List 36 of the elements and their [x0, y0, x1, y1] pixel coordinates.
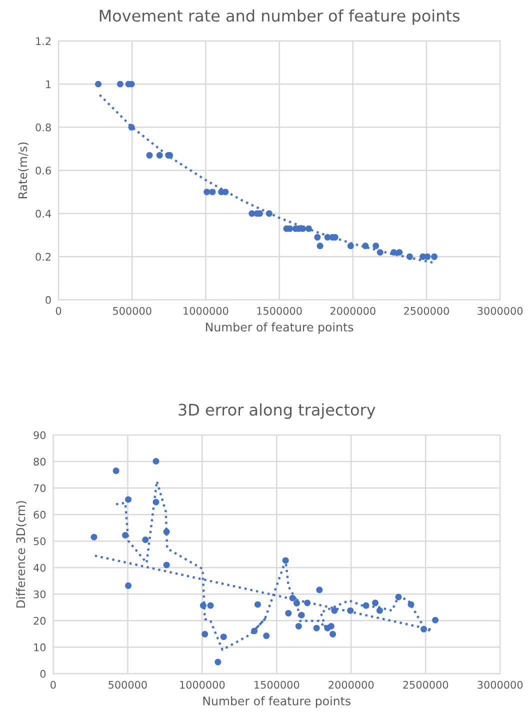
y-tick-label: 0 [46, 296, 51, 304]
y-tick-label: 80 [34, 458, 46, 466]
y-tick-label: 50 [34, 537, 46, 546]
x-tick-label: 2500000 [403, 680, 448, 689]
x-tick-label: 1000000 [184, 306, 228, 315]
y-tick-label: 30 [34, 590, 46, 598]
chart-title: 3D error along trajectory [178, 403, 376, 419]
x-tick-label: 3000000 [478, 306, 523, 315]
x-tick-label: 2000000 [328, 680, 374, 689]
y-tick-label: 20 [34, 616, 46, 625]
y-tick-label: 0 [40, 670, 46, 678]
y-tick-label: 60 [34, 510, 46, 519]
x-tick-label: 500000 [108, 680, 147, 689]
x-tick-label: 2000000 [330, 306, 376, 315]
chart-title: Movement rate and number of feature points [100, 9, 460, 25]
x-tick-label: 500000 [113, 306, 152, 315]
y-tick-label: 1.2 [36, 37, 51, 45]
y-tick-label: 70 [34, 484, 46, 492]
x-axis-title: Number of feature points [206, 322, 354, 334]
x-tick-label: 1000000 [180, 680, 225, 689]
x-tick-label: 3000000 [478, 680, 523, 689]
y-tick-label: 0.6 [36, 166, 51, 175]
x-tick-label: 0 [56, 306, 62, 315]
x-tick-label: 1500000 [254, 680, 300, 689]
y-tick-label: 40 [34, 564, 46, 572]
y-tick-label: 0.8 [36, 123, 51, 132]
y-axis-title: Difference 3D(cm) [16, 501, 27, 608]
y-tick-label: 0.4 [36, 210, 51, 218]
y-tick-label: 10 [34, 643, 46, 652]
x-tick-label: 2500000 [404, 306, 449, 315]
y-tick-label: 90 [34, 431, 46, 440]
y-axis-title: Rate(m/s) [18, 142, 29, 198]
y-tick-label: 0.2 [36, 252, 51, 261]
x-tick-label: 1500000 [257, 306, 302, 315]
x-axis-title: Number of feature points [203, 696, 351, 708]
y-tick-label: 1 [46, 80, 51, 88]
